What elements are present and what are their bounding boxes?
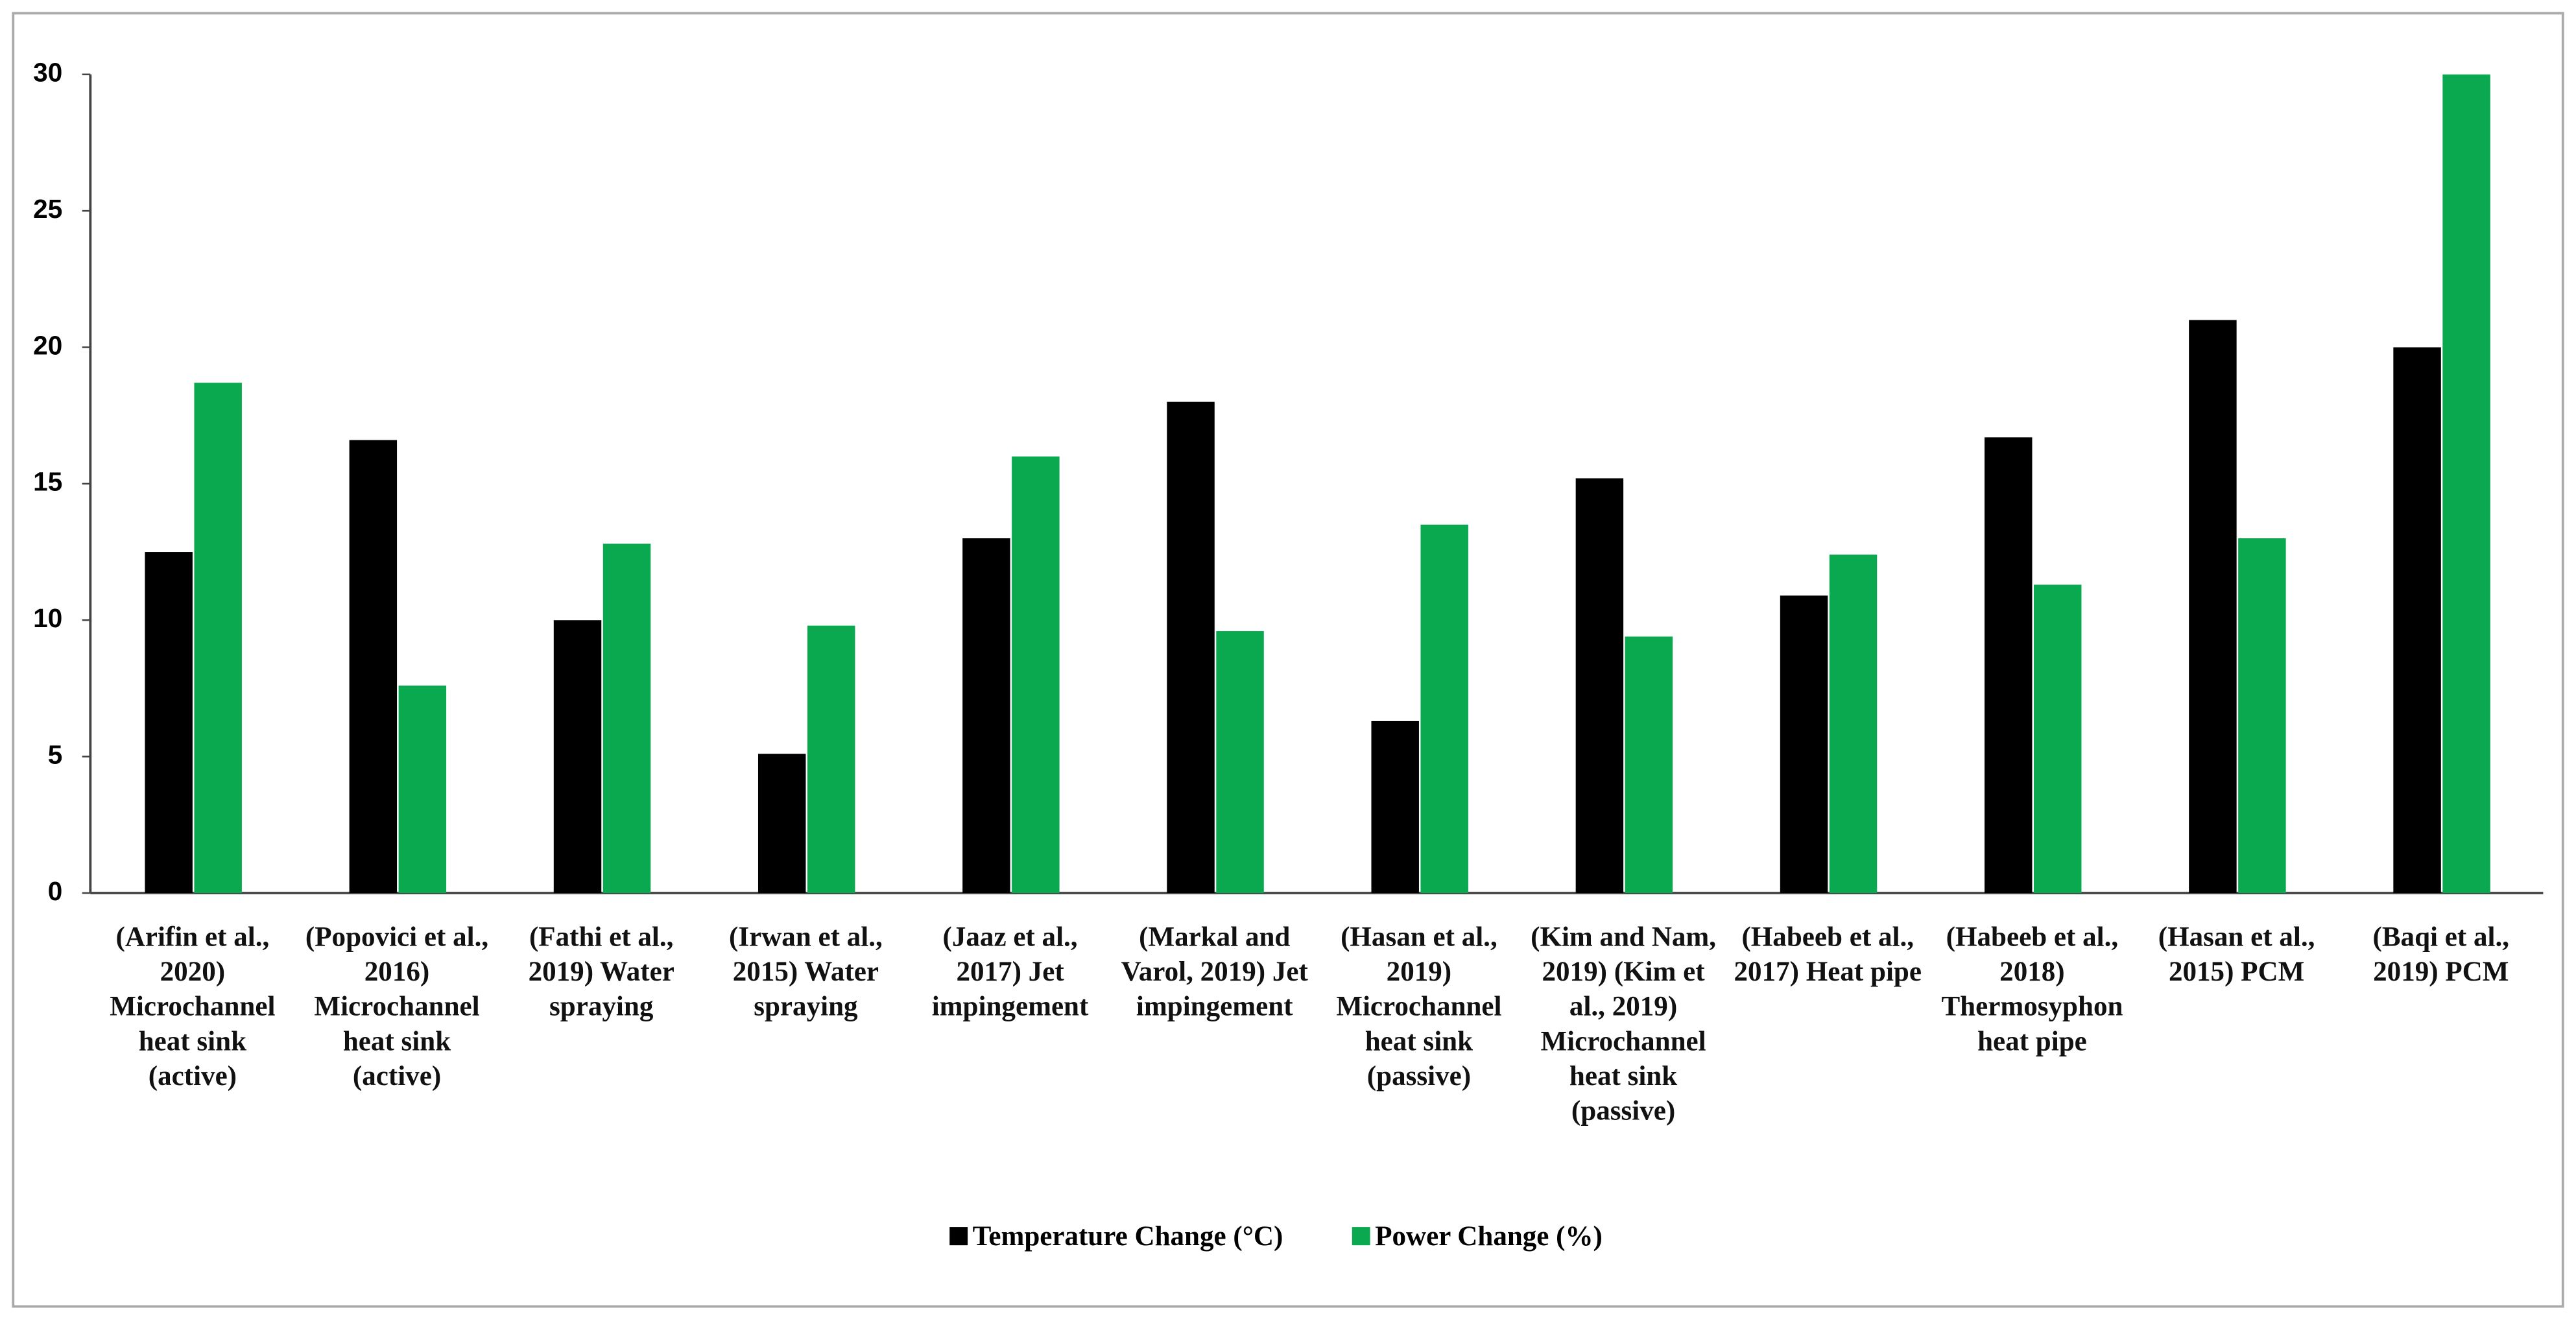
bar (1780, 595, 1828, 893)
bar (1167, 401, 1215, 893)
x-tick-label: (Hasan et al., 2019) Microchannel heat s… (1336, 921, 1502, 1091)
x-tick-label: (Habeeb et al., 2018) Thermosyphon heat … (1941, 921, 2123, 1057)
bar (349, 440, 398, 893)
y-tick-label: 5 (48, 739, 63, 769)
legend-label: Temperature Change (°C) (973, 1221, 1283, 1252)
y-tick-label: 15 (33, 467, 62, 497)
y-tick-label: 0 (48, 876, 63, 906)
x-tick-label: (Kim and Nam, 2019) (Kim et al., 2019) M… (1531, 921, 1717, 1126)
legend-swatch (1352, 1227, 1370, 1246)
bar (1371, 721, 1419, 893)
y-tick-label: 10 (33, 603, 62, 633)
legend-swatch (949, 1227, 968, 1246)
x-tick-label: (Hasan et al., 2015) PCM (2158, 921, 2315, 988)
legend-label: Power Change (%) (1375, 1221, 1603, 1252)
x-tick-label: (Habeeb et al., 2017) Heat pipe (1734, 921, 1922, 988)
bar (1985, 437, 2033, 893)
bar (2189, 320, 2237, 893)
bar (1829, 554, 1878, 893)
x-tick-label: (Markal and Varol, 2019) Jet impingement (1121, 921, 1308, 1022)
bar (2442, 74, 2490, 893)
bar (145, 552, 193, 893)
bar (194, 383, 242, 893)
y-tick-label: 25 (33, 194, 62, 224)
y-tick-label: 30 (33, 57, 62, 87)
bar (2033, 584, 2082, 893)
bar (398, 685, 447, 893)
bar (757, 754, 806, 893)
x-tick-label: (Fathi et al., 2019) Water spraying (528, 921, 674, 1022)
frame (12, 12, 2564, 1308)
bar (807, 625, 855, 893)
bar (602, 543, 651, 893)
bar (1625, 636, 1673, 893)
bar (2238, 538, 2286, 893)
bar (553, 620, 602, 893)
bar (2393, 347, 2441, 893)
x-tick-label: (Jaaz et al., 2017) Jet impingement (931, 921, 1089, 1022)
y-tick-label: 20 (33, 330, 62, 360)
x-tick-label: (Baqi et al., 2019) PCM (2372, 921, 2510, 988)
bar (1012, 456, 1060, 893)
bar (962, 538, 1010, 893)
bar (1420, 524, 1468, 893)
x-tick-label: (Irwan et al., 2015) Water spraying (728, 921, 883, 1022)
x-tick-label: (Arifin et al., 2020) Microchannel heat … (110, 921, 276, 1091)
x-tick-label: (Popovici et al., 2016) Microchannel hea… (305, 921, 489, 1091)
bar (1575, 478, 1624, 893)
bar (1216, 631, 1264, 893)
